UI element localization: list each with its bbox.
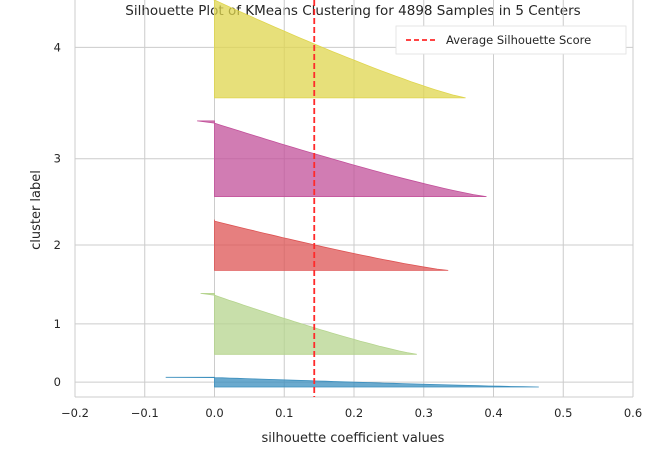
y-axis-label: cluster label: [29, 170, 44, 250]
y-tick-label-0: 0: [54, 375, 61, 389]
x-tick-label: 0.0: [205, 406, 223, 420]
x-tick-label: −0.2: [61, 406, 89, 420]
x-tick-label: 0.5: [554, 406, 572, 420]
x-tick-labels: −0.2 −0.1 0.0 0.1 0.2 0.3 0.4 0.5 0.6: [61, 406, 642, 420]
x-tick-label: −0.1: [131, 406, 159, 420]
grid: [74, 0, 634, 398]
x-axis-label: silhouette coefficient values: [262, 431, 445, 446]
y-tick-label-2: 2: [54, 238, 61, 252]
x-tick-label: 0.1: [275, 406, 293, 420]
silhouette-areas: [165, 0, 539, 388]
y-tick-label-1: 1: [54, 317, 61, 331]
legend: Average Silhouette Score: [395, 25, 627, 55]
silhouette-cluster-1: [200, 293, 417, 355]
silhouette-cluster-2: [214, 219, 449, 271]
silhouette-cluster-4: [213, 0, 466, 99]
x-tick-label: 0.2: [345, 406, 363, 420]
x-tick-label: 0.3: [415, 406, 433, 420]
silhouette-cluster-0: [165, 376, 539, 388]
y-tick-label-4: 4: [54, 40, 61, 54]
x-tick-label: 0.4: [484, 406, 502, 420]
chart-title: Silhouette Plot of KMeans Clustering for…: [125, 3, 580, 19]
x-tick-label: 0.6: [624, 406, 642, 420]
y-tick-labels: 0 1 2 3 4: [54, 40, 61, 389]
legend-label: Average Silhouette Score: [446, 33, 591, 47]
silhouette-cluster-3: [197, 120, 487, 197]
y-tick-label-3: 3: [54, 152, 61, 166]
